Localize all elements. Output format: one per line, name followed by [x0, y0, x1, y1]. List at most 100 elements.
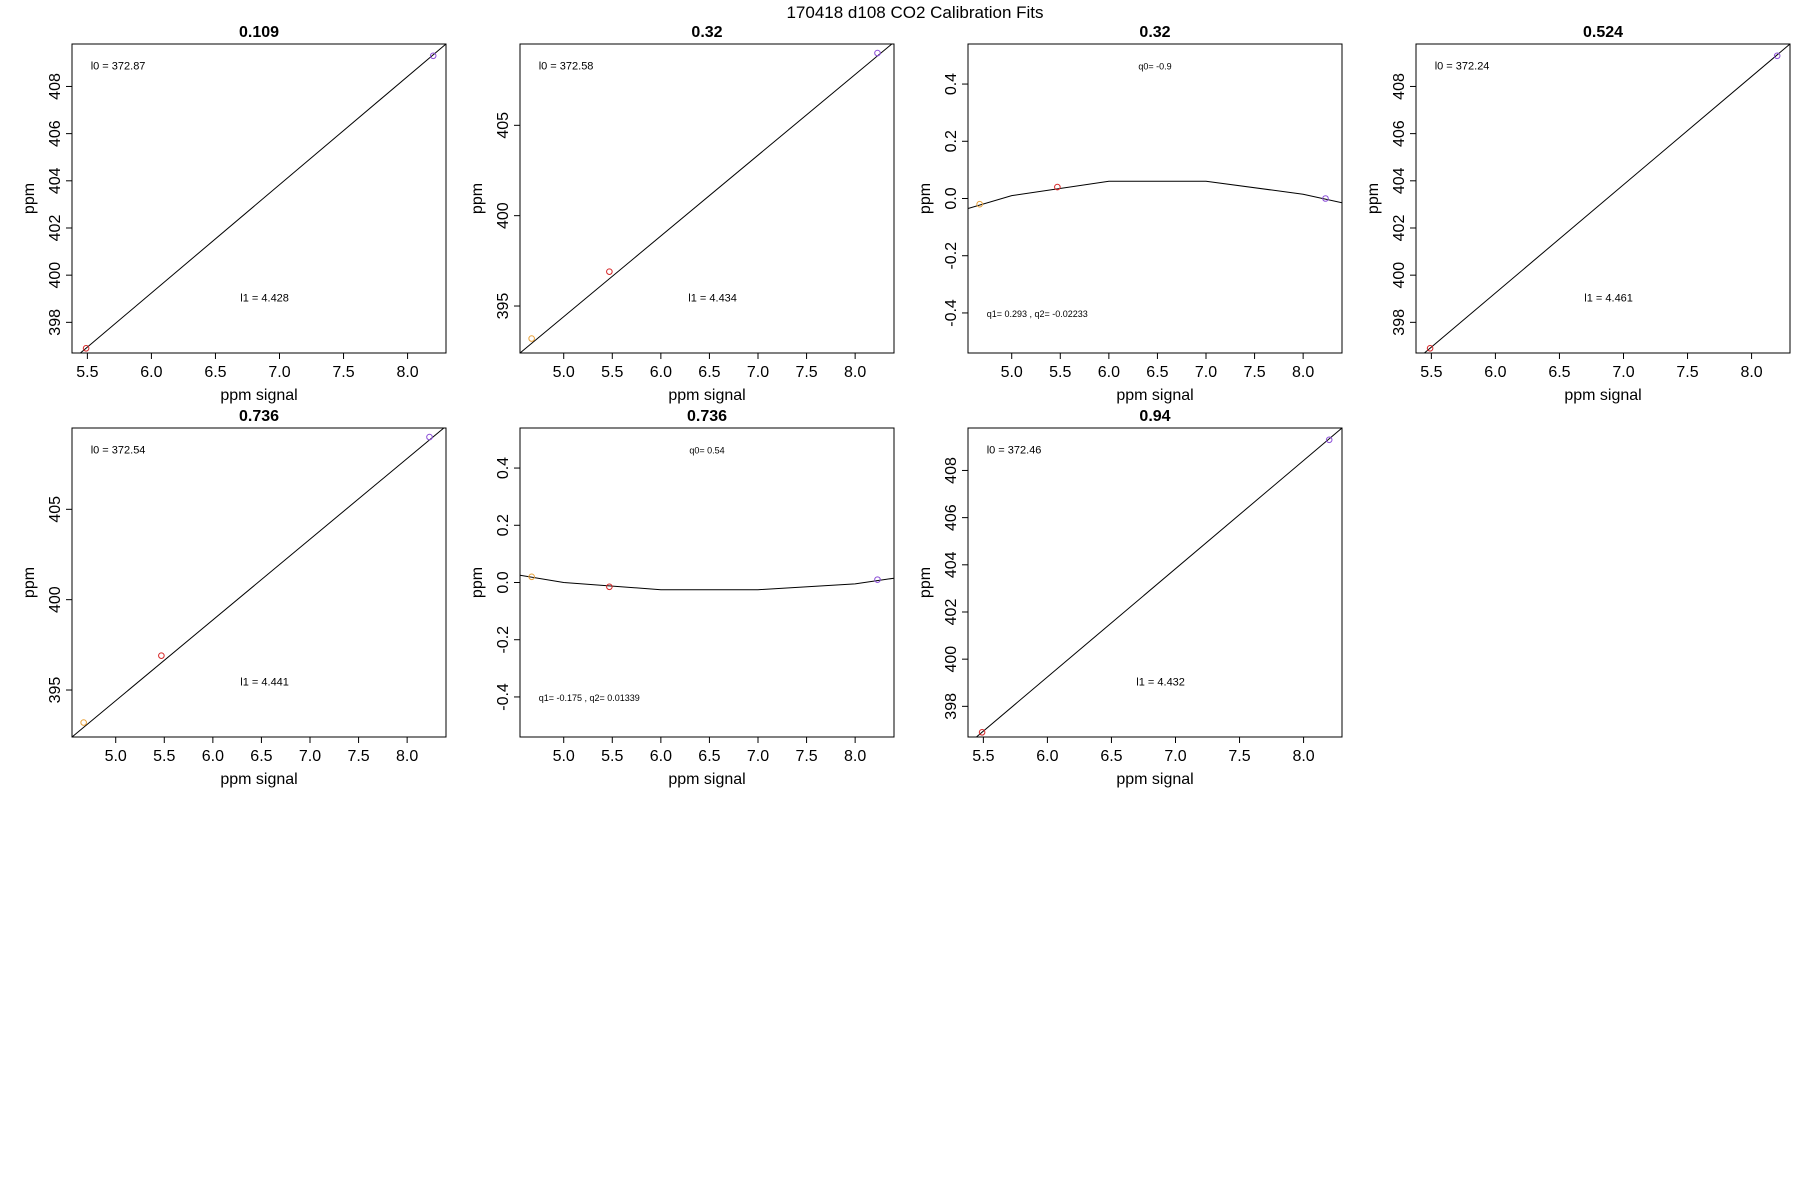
- y-tick-label: 404: [1391, 167, 1408, 194]
- data-point-purple: [429, 52, 437, 60]
- y-tick-label: 402: [47, 215, 64, 242]
- x-tick-label: 5.0: [105, 748, 127, 765]
- x-tick-label: 6.0: [1098, 364, 1120, 381]
- panel-title: 0.736: [687, 408, 727, 425]
- x-tick-label: 7.0: [268, 364, 290, 381]
- y-tick-label: 400: [47, 262, 64, 289]
- plot-frame: [1415, 43, 1791, 354]
- fit-annotation: l0 = 372.58: [539, 61, 594, 73]
- x-tick-label: 5.5: [153, 748, 175, 765]
- x-tick-label: 6.0: [1484, 364, 1506, 381]
- x-tick-label: 6.5: [1548, 364, 1570, 381]
- y-axis: 398 400 402 404 406 408 ppm: [1365, 73, 1417, 336]
- y-axis-label: ppm: [1365, 183, 1382, 214]
- y-axis-label: ppm: [917, 183, 934, 214]
- x-axis-label: ppm signal: [1564, 387, 1641, 404]
- x-axis: 5.0 5.5 6.0 6.5 7.0 7.5 8.0 ppm signal: [553, 352, 866, 404]
- calibration-panel: 0.736 5.0 5.5 6.0 6.5 7.0 7.5 8.0 ppm signal -0.4…: [469, 408, 895, 788]
- x-tick-label: 8.0: [396, 748, 418, 765]
- fit-annotation: l0 = 372.46: [987, 445, 1042, 457]
- y-tick-label: 400: [943, 646, 960, 673]
- fit-annotation: l0 = 372.24: [1435, 61, 1490, 73]
- x-tick-label: 8.0: [1292, 364, 1314, 381]
- y-axis: -0.4 -0.2 0.0 0.2 0.4 ppm: [917, 73, 969, 327]
- x-tick-label: 5.5: [601, 748, 623, 765]
- x-tick-label: 6.0: [140, 364, 162, 381]
- x-tick-label: 7.0: [1612, 364, 1634, 381]
- data-point-orange: [976, 200, 983, 208]
- data-point-orange: [80, 719, 87, 726]
- data-point-red: [606, 583, 613, 591]
- y-tick-label: 405: [47, 496, 64, 523]
- x-tick-label: 5.5: [972, 748, 994, 765]
- x-tick-label: 6.0: [1036, 748, 1058, 765]
- data-point-red: [158, 652, 165, 659]
- x-tick-label: 6.0: [650, 748, 672, 765]
- y-tick-label: 398: [47, 309, 64, 336]
- x-tick-label: 5.5: [76, 364, 98, 381]
- calibration-panel: 0.524 5.5 6.0 6.5 7.0 7.5 8.0 ppm signal 398 400 4…: [1365, 24, 1791, 404]
- x-tick-label: 7.5: [1243, 364, 1265, 381]
- plot-frame: [519, 427, 895, 738]
- plot-frame: [967, 43, 1343, 354]
- y-tick-label: -0.4: [943, 299, 960, 327]
- calibration-panel: 0.109 5.5 6.0 6.5 7.0 7.5 8.0 ppm signal 398 400 4…: [21, 24, 447, 404]
- y-tick-label: 0.2: [495, 514, 512, 536]
- data-point-purple: [1773, 52, 1781, 60]
- fit-annotation: l1 = 4.428: [240, 292, 289, 304]
- y-tick-label: 405: [495, 112, 512, 139]
- calibration-panel: 0.32 5.0 5.5 6.0 6.5 7.0 7.5 8.0 ppm signal 395 40…: [469, 24, 895, 404]
- x-tick-label: 8.0: [844, 748, 866, 765]
- y-tick-label: 0.2: [943, 130, 960, 152]
- x-tick-label: 6.5: [1100, 748, 1122, 765]
- fit-annotation: q0= -0.9: [1138, 62, 1171, 72]
- x-tick-label: 6.0: [650, 364, 672, 381]
- y-tick-label: 0.4: [495, 457, 512, 479]
- x-tick-label: 6.5: [1146, 364, 1168, 381]
- y-tick-label: 404: [47, 167, 64, 194]
- data-point-orange: [528, 335, 535, 342]
- y-tick-label: 404: [943, 551, 960, 578]
- x-tick-label: 6.5: [698, 748, 720, 765]
- x-tick-label: 7.5: [347, 748, 369, 765]
- x-axis: 5.5 6.0 6.5 7.0 7.5 8.0 ppm signal: [76, 352, 419, 404]
- x-axis-label: ppm signal: [1116, 771, 1193, 788]
- fit-annotation: q1= -0.175 , q2= 0.01339: [539, 693, 640, 703]
- y-tick-label: 402: [1391, 215, 1408, 242]
- x-tick-label: 6.5: [250, 748, 272, 765]
- x-tick-label: 5.0: [553, 748, 575, 765]
- data-point-red: [1426, 344, 1434, 352]
- x-tick-label: 5.0: [1001, 364, 1023, 381]
- y-tick-label: 400: [495, 202, 512, 229]
- fit-annotation: l0 = 372.54: [91, 445, 146, 457]
- x-axis-label: ppm signal: [220, 387, 297, 404]
- x-tick-label: 8.0: [1292, 748, 1314, 765]
- x-tick-label: 8.0: [396, 364, 418, 381]
- fit-annotation: q0= 0.54: [689, 446, 724, 456]
- data-point-red: [82, 344, 90, 352]
- y-axis: 398 400 402 404 406 408 ppm: [21, 73, 73, 336]
- x-tick-label: 7.0: [747, 364, 769, 381]
- x-tick-label: 7.0: [299, 748, 321, 765]
- fit-annotation: l1 = 4.441: [240, 676, 289, 688]
- x-tick-label: 5.5: [1049, 364, 1071, 381]
- x-tick-label: 5.5: [601, 364, 623, 381]
- calibration-panel: 0.94 5.5 6.0 6.5 7.0 7.5 8.0 ppm signal 398 400 40…: [917, 408, 1343, 788]
- x-axis-label: ppm signal: [220, 771, 297, 788]
- x-axis: 5.0 5.5 6.0 6.5 7.0 7.5 8.0 ppm signal: [105, 736, 418, 788]
- x-axis-label: ppm signal: [668, 387, 745, 404]
- x-tick-label: 7.5: [795, 364, 817, 381]
- y-axis-label: ppm: [21, 183, 38, 214]
- data-point-orange: [528, 573, 535, 581]
- x-tick-label: 7.0: [1195, 364, 1217, 381]
- plot-frame: [967, 427, 1343, 738]
- fit-line: [520, 574, 894, 591]
- y-tick-label: 406: [47, 120, 64, 147]
- y-axis-label: ppm: [469, 183, 486, 214]
- panel-title: 0.109: [239, 24, 279, 41]
- y-axis-label: ppm: [917, 567, 934, 598]
- fit-line: [1423, 44, 1790, 353]
- data-point-purple: [874, 576, 881, 583]
